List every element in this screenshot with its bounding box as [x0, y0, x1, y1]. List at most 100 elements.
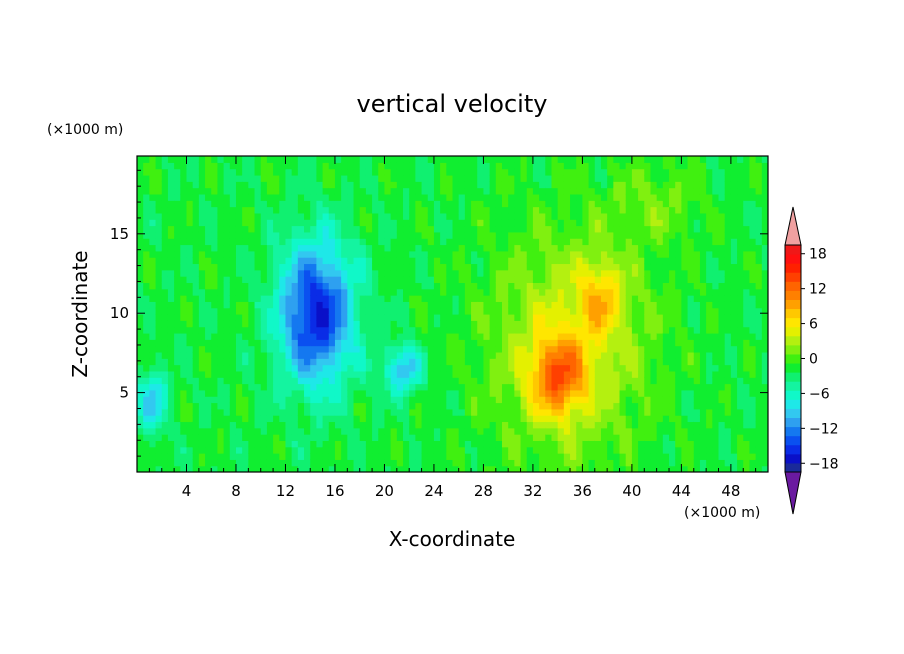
heatmap-cell — [520, 206, 528, 214]
heatmap-cell — [186, 225, 194, 233]
heatmap-cell — [353, 257, 361, 265]
heatmap-cell — [137, 288, 144, 296]
heatmap-cell — [285, 434, 293, 441]
heatmap-cell — [279, 200, 287, 208]
heatmap-cell — [316, 339, 324, 347]
heatmap-cell — [235, 326, 243, 334]
heatmap-cell — [291, 383, 299, 391]
heatmap-cell — [266, 364, 274, 372]
heatmap-cell — [669, 396, 676, 404]
heatmap-cell — [328, 181, 336, 189]
heatmap-cell — [489, 238, 497, 246]
heatmap-cell — [316, 396, 324, 404]
heatmap-cell — [737, 358, 744, 366]
heatmap-cell — [409, 307, 416, 315]
heatmap-cell — [167, 219, 175, 227]
heatmap-cell — [446, 339, 454, 347]
heatmap-cell — [365, 269, 373, 277]
heatmap-cell — [341, 200, 348, 208]
heatmap-cell — [749, 370, 757, 378]
heatmap-cell — [186, 358, 194, 366]
heatmap-cell — [310, 465, 318, 472]
heatmap-cell — [737, 396, 744, 404]
heatmap-cell — [322, 276, 330, 283]
heatmap-cell — [266, 231, 274, 239]
heatmap-cell — [390, 396, 398, 404]
heatmap-cell — [285, 326, 293, 334]
heatmap-cell — [403, 440, 410, 448]
heatmap-cell — [520, 440, 528, 448]
heatmap-cell — [594, 364, 602, 372]
heatmap-cell — [242, 244, 249, 252]
heatmap-cell — [563, 263, 571, 271]
heatmap-cell — [310, 219, 318, 227]
heatmap-cell — [724, 301, 732, 309]
heatmap-cell — [545, 465, 553, 472]
heatmap-cell — [310, 288, 318, 296]
heatmap-cell — [743, 276, 751, 283]
heatmap-cell — [594, 282, 602, 290]
heatmap-cell — [718, 320, 726, 328]
heatmap-cell — [471, 440, 478, 448]
heatmap-cell — [520, 282, 528, 290]
heatmap-cell — [353, 320, 361, 328]
heatmap-cell — [149, 358, 157, 366]
heatmap-cell — [433, 415, 441, 423]
heatmap-cell — [656, 181, 664, 189]
heatmap-cell — [526, 219, 534, 227]
heatmap-cell — [483, 295, 491, 302]
heatmap-cell — [205, 219, 212, 227]
heatmap-cell — [198, 238, 206, 246]
heatmap-cell — [291, 162, 299, 170]
heatmap-cell — [669, 377, 676, 385]
heatmap-cell — [712, 339, 720, 347]
heatmap-cell — [396, 282, 404, 290]
heatmap-cell — [378, 212, 386, 220]
heatmap-cell — [600, 187, 608, 195]
heatmap-cell — [285, 421, 293, 429]
heatmap-cell — [217, 307, 225, 315]
heatmap-cell — [273, 307, 280, 315]
heatmap-cell — [532, 276, 540, 283]
heatmap-cell — [625, 206, 633, 214]
heatmap-cell — [316, 168, 324, 176]
heatmap-cell — [229, 231, 237, 239]
heatmap-cell — [452, 269, 460, 277]
heatmap-cell — [409, 269, 416, 277]
heatmap-cell — [427, 244, 435, 252]
heatmap-cell — [699, 225, 707, 233]
heatmap-cell — [180, 206, 188, 214]
heatmap-cell — [607, 459, 614, 467]
heatmap-cell — [149, 174, 157, 182]
heatmap-cell — [631, 389, 639, 397]
heatmap-cell — [471, 174, 478, 182]
heatmap-cell — [582, 465, 590, 472]
heatmap-cell — [205, 345, 212, 353]
heatmap-cell — [681, 282, 689, 290]
heatmap-cell — [452, 326, 460, 334]
heatmap-cell — [155, 231, 163, 239]
heatmap-cell — [477, 326, 485, 334]
heatmap-cell — [205, 181, 212, 189]
heatmap-cell — [174, 465, 181, 472]
heatmap-cell — [192, 351, 200, 359]
heatmap-cell — [433, 276, 441, 283]
heatmap-cell — [594, 339, 602, 347]
heatmap-cell — [396, 421, 404, 429]
heatmap-cell — [192, 402, 200, 410]
heatmap-cell — [396, 465, 404, 472]
heatmap-cell — [347, 408, 355, 416]
heatmap-cell — [644, 263, 652, 271]
heatmap-cell — [594, 332, 602, 340]
heatmap-cell — [285, 250, 293, 258]
heatmap-cell — [217, 358, 225, 366]
heatmap-cell — [347, 200, 355, 208]
heatmap-cell — [737, 465, 744, 472]
heatmap-cell — [205, 282, 212, 290]
heatmap-cell — [192, 358, 200, 366]
heatmap-cell — [693, 174, 701, 182]
heatmap-cell — [625, 269, 633, 277]
heatmap-cell — [415, 434, 423, 441]
heatmap-cell — [198, 250, 206, 258]
heatmap-cell — [235, 358, 243, 366]
